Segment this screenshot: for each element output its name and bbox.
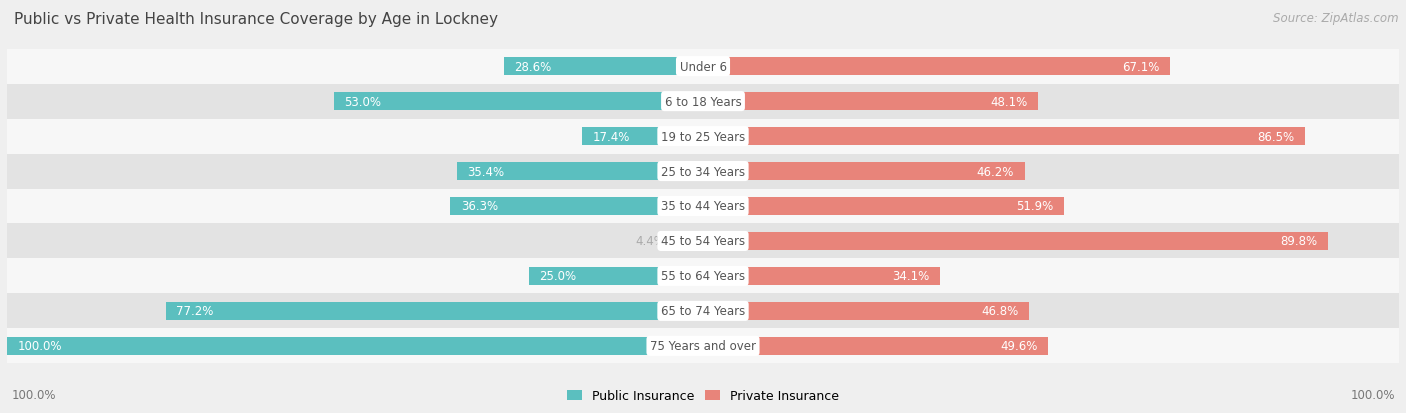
- Bar: [703, 93, 1038, 111]
- Text: 48.1%: 48.1%: [990, 95, 1028, 108]
- Text: 35.4%: 35.4%: [467, 165, 505, 178]
- Text: Under 6: Under 6: [679, 61, 727, 74]
- Text: 77.2%: 77.2%: [176, 305, 214, 318]
- Bar: [703, 58, 1170, 76]
- Text: 36.3%: 36.3%: [461, 200, 498, 213]
- Bar: [7, 337, 703, 355]
- Text: 4.4%: 4.4%: [636, 235, 665, 248]
- Text: 49.6%: 49.6%: [1001, 339, 1038, 352]
- Bar: [166, 302, 703, 320]
- Text: 35 to 44 Years: 35 to 44 Years: [661, 200, 745, 213]
- Bar: [7, 154, 1399, 189]
- Bar: [7, 50, 1399, 84]
- Text: Public vs Private Health Insurance Coverage by Age in Lockney: Public vs Private Health Insurance Cover…: [14, 12, 498, 27]
- Bar: [503, 58, 703, 76]
- Bar: [7, 84, 1399, 119]
- Text: 100.0%: 100.0%: [11, 388, 56, 401]
- Bar: [7, 329, 1399, 363]
- Text: Source: ZipAtlas.com: Source: ZipAtlas.com: [1274, 12, 1399, 25]
- Bar: [703, 197, 1064, 216]
- Text: 28.6%: 28.6%: [515, 61, 551, 74]
- Text: 51.9%: 51.9%: [1017, 200, 1053, 213]
- Bar: [7, 224, 1399, 259]
- Text: 25.0%: 25.0%: [540, 270, 576, 283]
- Bar: [7, 259, 1399, 294]
- Text: 53.0%: 53.0%: [344, 95, 381, 108]
- Bar: [703, 232, 1329, 250]
- Text: 89.8%: 89.8%: [1281, 235, 1317, 248]
- Bar: [672, 232, 703, 250]
- Bar: [7, 294, 1399, 329]
- Bar: [703, 337, 1049, 355]
- Text: 55 to 64 Years: 55 to 64 Years: [661, 270, 745, 283]
- Text: 75 Years and over: 75 Years and over: [650, 339, 756, 352]
- Bar: [335, 93, 703, 111]
- Bar: [457, 163, 703, 181]
- Text: 25 to 34 Years: 25 to 34 Years: [661, 165, 745, 178]
- Bar: [582, 128, 703, 146]
- Text: 34.1%: 34.1%: [893, 270, 929, 283]
- Text: 19 to 25 Years: 19 to 25 Years: [661, 130, 745, 143]
- Text: 100.0%: 100.0%: [17, 339, 62, 352]
- Bar: [529, 267, 703, 285]
- Text: 65 to 74 Years: 65 to 74 Years: [661, 305, 745, 318]
- Bar: [703, 302, 1029, 320]
- Bar: [703, 128, 1305, 146]
- Bar: [703, 267, 941, 285]
- Bar: [7, 119, 1399, 154]
- Bar: [703, 163, 1025, 181]
- Text: 46.2%: 46.2%: [977, 165, 1014, 178]
- Text: 17.4%: 17.4%: [592, 130, 630, 143]
- Legend: Public Insurance, Private Insurance: Public Insurance, Private Insurance: [562, 385, 844, 408]
- Bar: [7, 189, 1399, 224]
- Bar: [450, 197, 703, 216]
- Text: 46.8%: 46.8%: [981, 305, 1018, 318]
- Text: 67.1%: 67.1%: [1122, 61, 1160, 74]
- Text: 100.0%: 100.0%: [1350, 388, 1395, 401]
- Text: 6 to 18 Years: 6 to 18 Years: [665, 95, 741, 108]
- Text: 86.5%: 86.5%: [1257, 130, 1295, 143]
- Text: 45 to 54 Years: 45 to 54 Years: [661, 235, 745, 248]
